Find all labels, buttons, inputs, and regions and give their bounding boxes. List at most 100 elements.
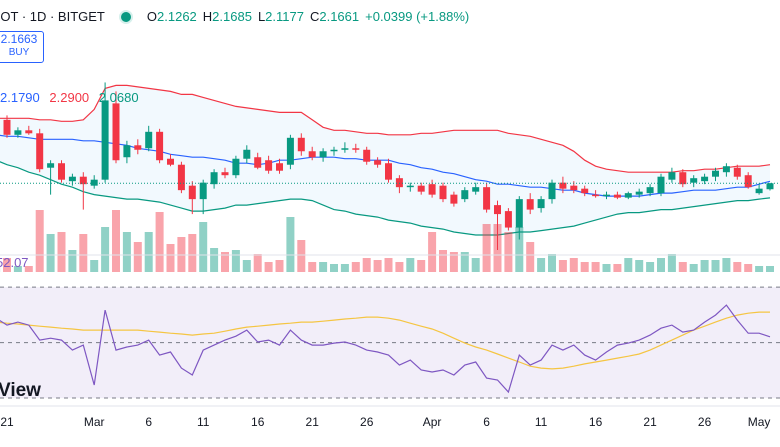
x-tick-label: May — [748, 415, 771, 429]
rsi-band — [0, 287, 780, 399]
candle-body — [177, 164, 185, 191]
candle-body — [188, 185, 196, 200]
volume-bar — [351, 262, 360, 272]
x-tick-label: 11 — [535, 415, 548, 429]
candle-body — [755, 188, 763, 194]
volume-bar — [482, 224, 491, 272]
volume-bar — [155, 212, 164, 272]
ohlc-value: 2.1177 — [265, 9, 304, 24]
x-tick-label: 26 — [360, 415, 374, 429]
volume-bar — [13, 266, 22, 272]
candle-body — [167, 158, 174, 165]
candle-body — [276, 163, 283, 171]
volume-bar — [46, 234, 55, 272]
volume-bar — [657, 258, 665, 272]
candle-body — [243, 149, 251, 159]
x-tick-label: 6 — [145, 415, 152, 429]
candle-body — [232, 158, 240, 176]
ohlc: O2.1262 H2.1685 L2.1177 C2.1661 — [141, 9, 359, 24]
order-button[interactable]: 2.1663 BUY — [0, 31, 44, 63]
volume-bar — [635, 260, 644, 272]
candle-body — [690, 178, 698, 183]
candle-body — [733, 167, 741, 177]
volume-bar — [166, 244, 175, 272]
candle-body — [548, 182, 556, 200]
candle-body — [374, 160, 382, 165]
volume-bar — [460, 252, 469, 272]
bands-legend: 2.1790 2.2900 2.0680 — [0, 90, 139, 105]
candle-body — [417, 185, 425, 192]
candle-body — [25, 130, 33, 134]
candle-body — [603, 194, 610, 197]
candle-body — [428, 184, 436, 195]
volume-bar — [308, 262, 317, 272]
candle-body — [483, 187, 491, 210]
candle-body — [221, 172, 229, 176]
change: +0.0399 (+1.88%) — [365, 9, 470, 24]
band-middle-value: 2.1790 — [0, 90, 40, 105]
volume-bar — [417, 260, 426, 272]
candle-body — [286, 137, 294, 165]
volume-bar — [79, 234, 88, 272]
ohlc-key: O — [146, 9, 158, 24]
candle-body — [352, 148, 360, 150]
candle-body — [712, 170, 719, 177]
candle-body — [439, 185, 447, 200]
order-price: 2.1663 — [0, 32, 38, 46]
candle-body — [722, 166, 730, 173]
x-tick-label: 11 — [197, 415, 210, 429]
volume-bar — [711, 260, 720, 272]
volume-bar — [90, 260, 99, 272]
candle-body — [581, 188, 589, 194]
volume-bar — [558, 260, 567, 272]
volume-bar — [580, 262, 589, 272]
volume-bar — [286, 217, 295, 272]
x-tick-label: 21 — [643, 415, 657, 429]
candle-body — [668, 172, 676, 180]
volume-bar — [3, 258, 11, 272]
volume-bar — [395, 262, 404, 272]
candle-body — [308, 151, 316, 158]
candle-body — [494, 205, 501, 215]
candle-body — [254, 157, 262, 168]
candle-body — [341, 148, 349, 150]
volume-bar — [526, 242, 535, 272]
volume-bar — [35, 210, 44, 272]
volume-bar — [602, 264, 611, 272]
volume-bar — [537, 258, 546, 272]
candle-body — [526, 199, 534, 210]
volume-bar — [188, 234, 197, 272]
volume-bar — [340, 264, 349, 272]
volume-bar — [722, 258, 731, 272]
candle-body — [319, 151, 327, 158]
candle-body — [14, 130, 22, 135]
candle-body — [766, 183, 774, 190]
volume-bar — [221, 252, 229, 272]
symbol[interactable]: DOT · 1D · BITGET — [0, 9, 105, 24]
x-tick-label: 6 — [483, 415, 490, 429]
band-lower-value: 2.0680 — [98, 90, 139, 105]
candle-body — [646, 187, 654, 194]
volume-bar — [199, 222, 208, 272]
volume-bar — [231, 250, 240, 272]
band-upper — [0, 84, 771, 173]
candle-body — [613, 194, 621, 198]
volume-bar — [384, 258, 393, 272]
candle-body — [363, 149, 371, 162]
volume-bar — [362, 258, 371, 272]
volume-bar — [428, 232, 437, 272]
candle-body — [504, 211, 512, 228]
candle-body — [515, 199, 523, 228]
candle-body — [134, 145, 142, 150]
rsi-value: 52.07 — [0, 255, 29, 270]
volume-bar — [569, 258, 578, 272]
ohlc-key: H — [202, 9, 213, 24]
volume-bar — [744, 264, 753, 272]
volume-bar — [275, 260, 284, 272]
candle-body — [68, 176, 76, 182]
candle-body — [58, 163, 65, 180]
x-tick-label: Apr — [423, 415, 442, 429]
volume-bar — [515, 227, 524, 272]
volume-bar — [667, 254, 676, 272]
